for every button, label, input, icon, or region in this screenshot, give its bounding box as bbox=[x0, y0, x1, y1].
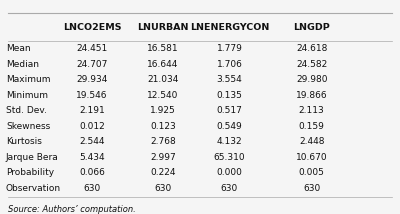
Text: 0.224: 0.224 bbox=[150, 168, 176, 177]
Text: 0.012: 0.012 bbox=[79, 122, 105, 131]
Text: 3.554: 3.554 bbox=[216, 75, 242, 84]
Text: 630: 630 bbox=[84, 184, 101, 193]
Text: 1.925: 1.925 bbox=[150, 106, 176, 115]
Text: 24.707: 24.707 bbox=[76, 60, 108, 69]
Text: Maximum: Maximum bbox=[6, 75, 50, 84]
Text: LNURBAN: LNURBAN bbox=[137, 23, 188, 32]
Text: 630: 630 bbox=[154, 184, 171, 193]
Text: 2.191: 2.191 bbox=[79, 106, 105, 115]
Text: 2.113: 2.113 bbox=[299, 106, 324, 115]
Text: Skewness: Skewness bbox=[6, 122, 50, 131]
Text: 19.546: 19.546 bbox=[76, 91, 108, 100]
Text: LNGDP: LNGDP bbox=[293, 23, 330, 32]
Text: 29.980: 29.980 bbox=[296, 75, 328, 84]
Text: 19.866: 19.866 bbox=[296, 91, 328, 100]
Text: 65.310: 65.310 bbox=[214, 153, 245, 162]
Text: LNCO2EMS: LNCO2EMS bbox=[63, 23, 122, 32]
Text: 10.670: 10.670 bbox=[296, 153, 328, 162]
Text: 24.582: 24.582 bbox=[296, 60, 327, 69]
Text: 2.768: 2.768 bbox=[150, 137, 176, 146]
Text: 0.066: 0.066 bbox=[79, 168, 105, 177]
Text: 2.997: 2.997 bbox=[150, 153, 176, 162]
Text: 29.934: 29.934 bbox=[76, 75, 108, 84]
Text: 0.123: 0.123 bbox=[150, 122, 176, 131]
Text: Observation: Observation bbox=[6, 184, 61, 193]
Text: 16.644: 16.644 bbox=[147, 60, 178, 69]
Text: 0.517: 0.517 bbox=[216, 106, 242, 115]
Text: 12.540: 12.540 bbox=[147, 91, 178, 100]
Text: 630: 630 bbox=[303, 184, 320, 193]
Text: Source: Authors’ computation.: Source: Authors’ computation. bbox=[8, 205, 136, 214]
Text: Minimum: Minimum bbox=[6, 91, 48, 100]
Text: LNENERGYCON: LNENERGYCON bbox=[190, 23, 269, 32]
Text: Mean: Mean bbox=[6, 44, 30, 53]
Text: 24.618: 24.618 bbox=[296, 44, 328, 53]
Text: 5.434: 5.434 bbox=[79, 153, 105, 162]
Text: 0.549: 0.549 bbox=[216, 122, 242, 131]
Text: 2.448: 2.448 bbox=[299, 137, 324, 146]
Text: 4.132: 4.132 bbox=[216, 137, 242, 146]
Text: 630: 630 bbox=[221, 184, 238, 193]
Text: Kurtosis: Kurtosis bbox=[6, 137, 42, 146]
Text: Std. Dev.: Std. Dev. bbox=[6, 106, 47, 115]
Text: Jarque Bera: Jarque Bera bbox=[6, 153, 59, 162]
Text: Median: Median bbox=[6, 60, 39, 69]
Text: 0.000: 0.000 bbox=[216, 168, 242, 177]
Text: 24.451: 24.451 bbox=[76, 44, 108, 53]
Text: 1.706: 1.706 bbox=[216, 60, 242, 69]
Text: 0.005: 0.005 bbox=[299, 168, 325, 177]
Text: 0.159: 0.159 bbox=[299, 122, 325, 131]
Text: 21.034: 21.034 bbox=[147, 75, 178, 84]
Text: 2.544: 2.544 bbox=[80, 137, 105, 146]
Text: 16.581: 16.581 bbox=[147, 44, 178, 53]
Text: Probability: Probability bbox=[6, 168, 54, 177]
Text: 0.135: 0.135 bbox=[216, 91, 242, 100]
Text: 1.779: 1.779 bbox=[216, 44, 242, 53]
